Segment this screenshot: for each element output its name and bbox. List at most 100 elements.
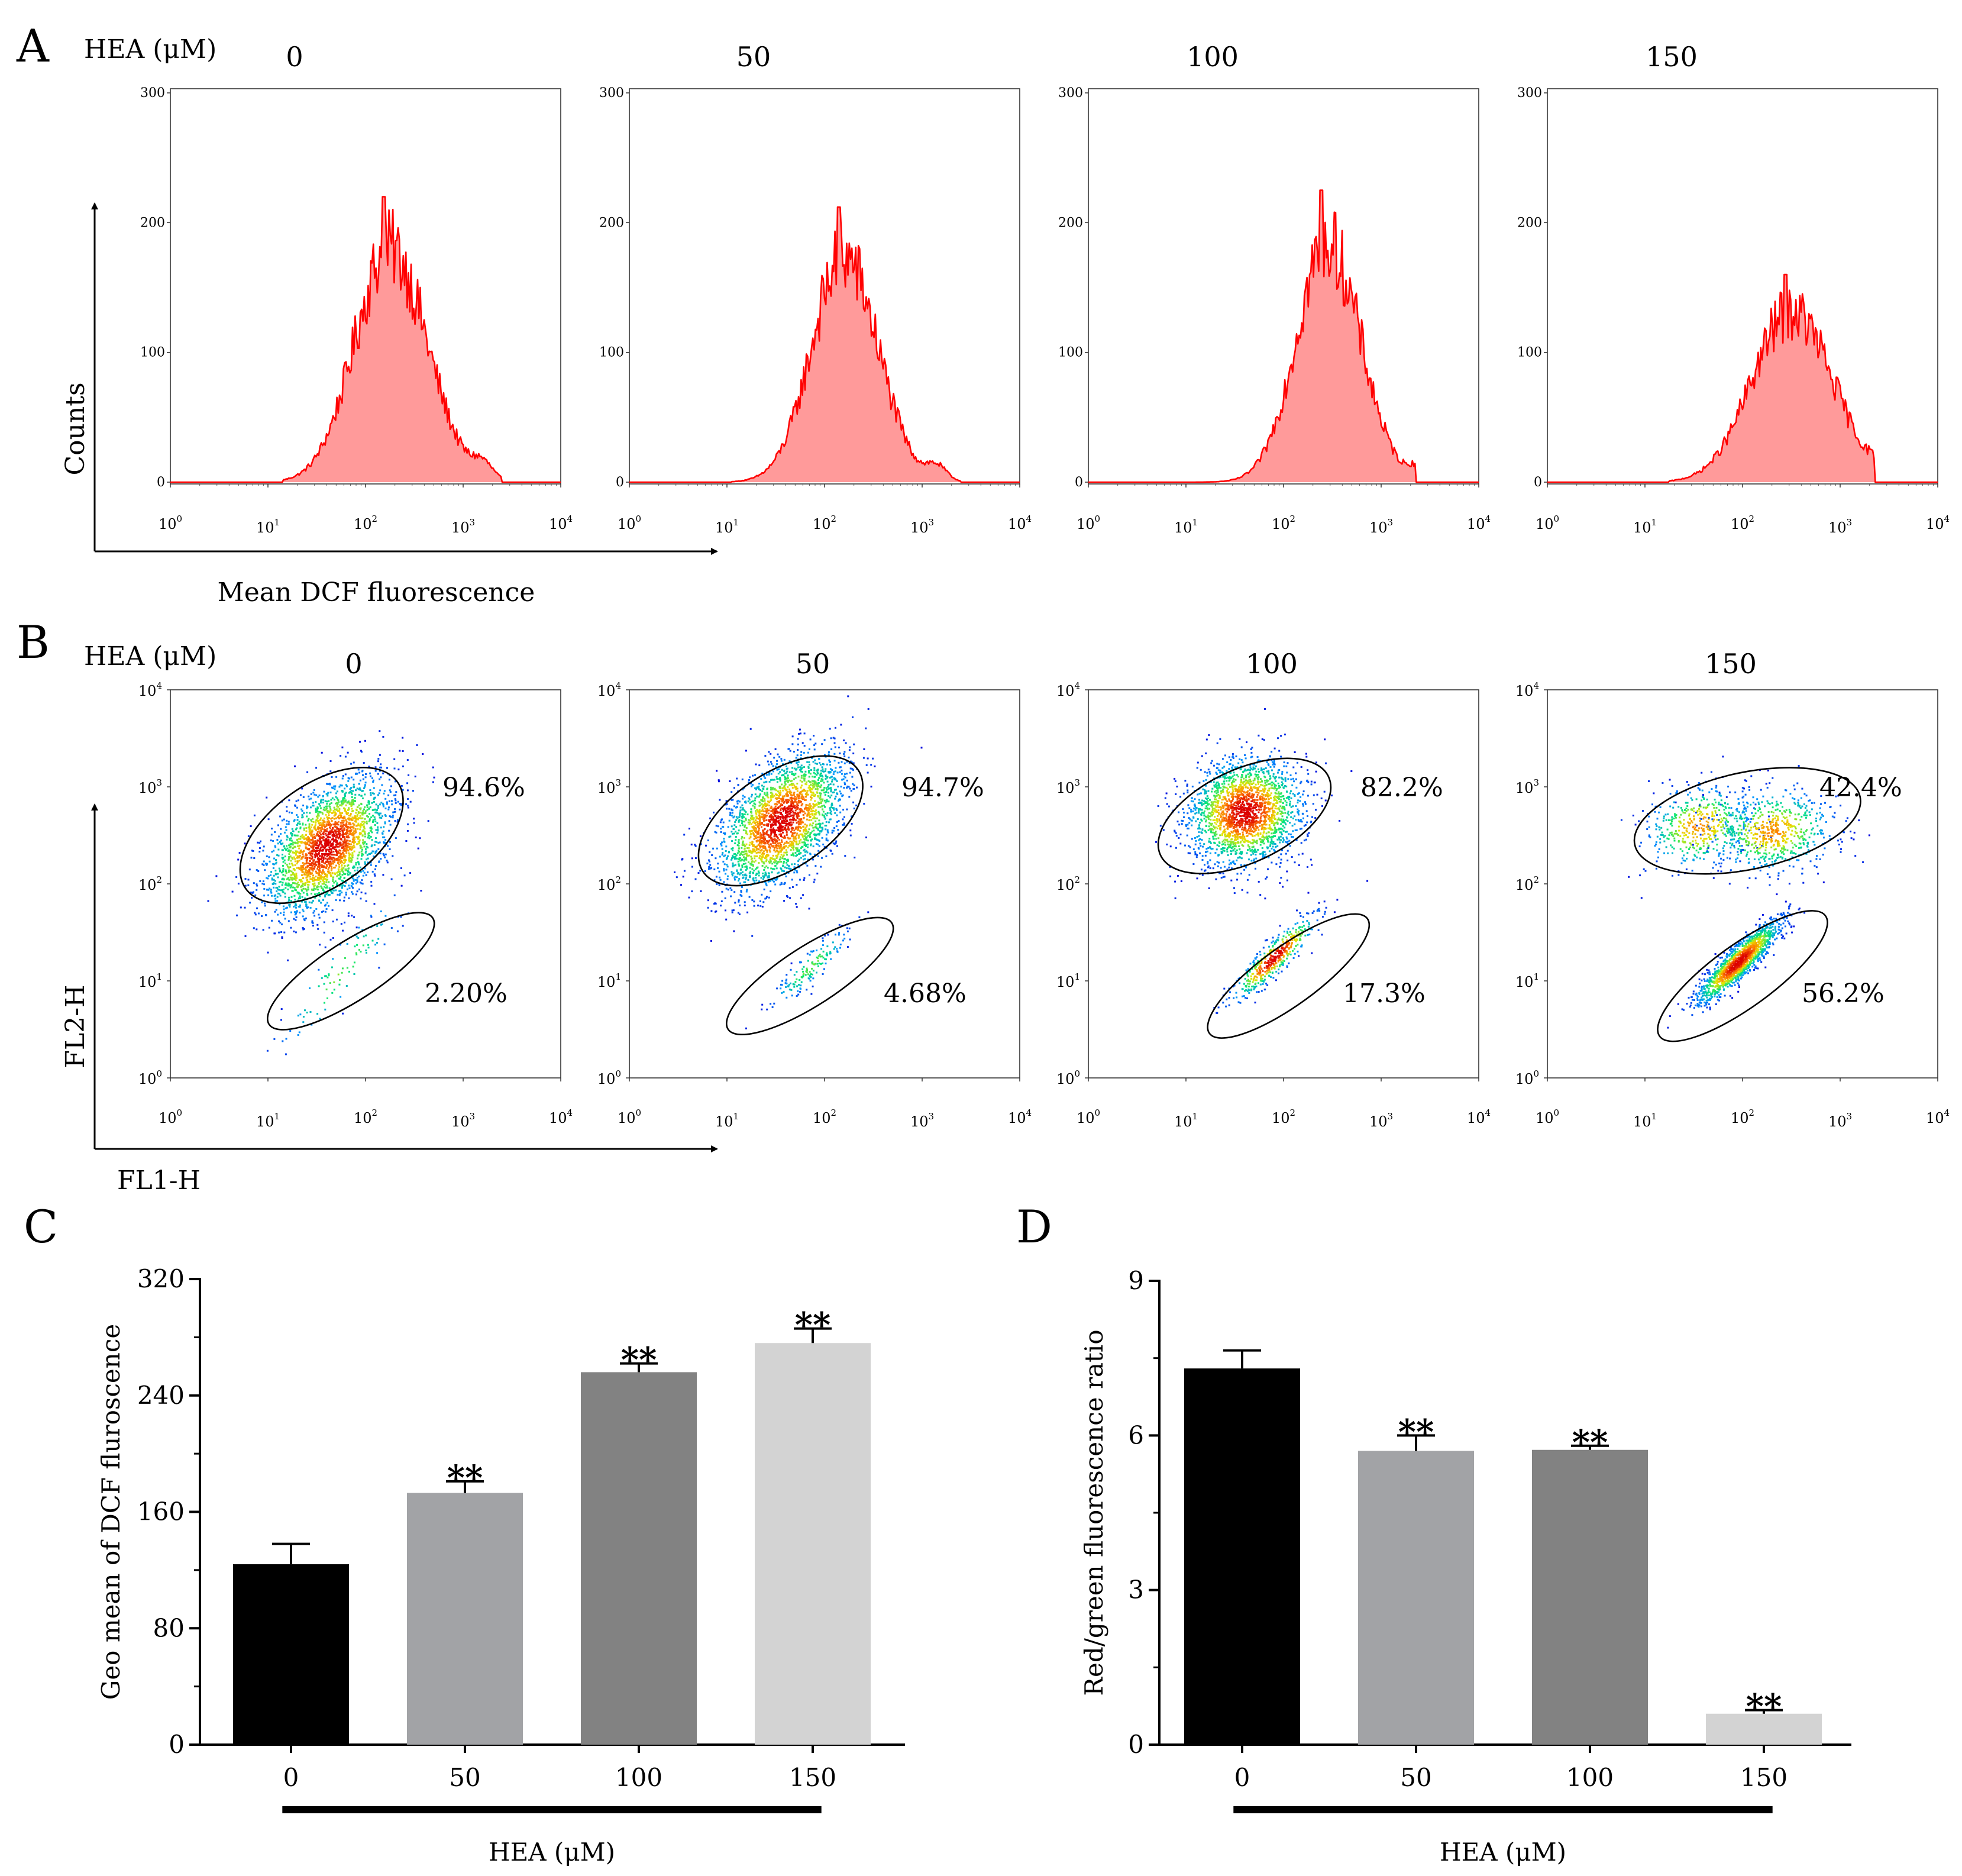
svg-text:104: 104 — [138, 680, 162, 699]
svg-text:101: 101 — [715, 1111, 739, 1130]
panel-d-label: D — [1016, 1200, 1052, 1253]
x-tick-label: 104 — [1926, 514, 1950, 532]
panel-d-bar-100 — [1532, 1449, 1648, 1745]
y-tick-label: 0 — [157, 475, 165, 490]
svg-text:102: 102 — [354, 1107, 377, 1126]
x-tick-label: 104 — [549, 514, 573, 532]
scatter-points — [1620, 755, 1870, 1029]
y-tick-label: 103 — [1515, 777, 1539, 796]
panel-a-condition-0: 0 — [286, 41, 303, 73]
x-tick-label: 102 — [1272, 514, 1295, 532]
panel-c-x-axis-label: HEA (μM) — [489, 1838, 615, 1867]
panel-c-x-tick-label-0: 0 — [283, 1763, 299, 1792]
x-tick-label: 101 — [256, 1111, 280, 1130]
svg-text:101: 101 — [715, 517, 739, 536]
svg-text:104: 104 — [549, 514, 573, 532]
histogram-line — [1547, 273, 1938, 483]
x-tick-label: 104 — [1008, 514, 1032, 532]
svg-text:104: 104 — [1926, 514, 1950, 532]
panel-a-histograms: 0 100 200 300 100 101 102 103 104 0 100 200 300 100 10… — [140, 86, 1950, 536]
x-tick-label: 101 — [715, 1111, 739, 1130]
scatter-points — [1155, 708, 1369, 1014]
y-tick-label: 100 — [1056, 1068, 1080, 1087]
x-tick-label: 102 — [813, 514, 836, 532]
panel-d-bar-150 — [1706, 1713, 1822, 1745]
histogram-line — [170, 196, 561, 483]
histogram-line — [1088, 189, 1479, 483]
panel-b-condition-0: 0 — [345, 648, 362, 680]
svg-text:103: 103 — [1828, 517, 1852, 536]
y-tick-label: 101 — [597, 971, 621, 990]
y-tick-label: 0 — [1075, 475, 1083, 490]
y-tick-label: 104 — [1056, 680, 1080, 699]
svg-text:100: 100 — [159, 1107, 182, 1126]
svg-text:101: 101 — [597, 971, 621, 990]
svg-text:103: 103 — [910, 517, 934, 536]
x-tick-label: 103 — [910, 517, 934, 536]
panel-c-significance-50: ** — [447, 1458, 483, 1498]
y-tick-label: 102 — [1056, 874, 1080, 893]
lower-gate-percentage: 2.20% — [425, 979, 508, 1009]
panel-d-x-tick-label-100: 100 — [1566, 1763, 1614, 1792]
upper-gate — [1633, 767, 1861, 875]
density-frame — [170, 689, 561, 1079]
panel-c-label: C — [24, 1200, 58, 1253]
lower-gate-percentage: 56.2% — [1802, 979, 1885, 1009]
svg-text:100: 100 — [1077, 514, 1100, 532]
density-plot-150: 100 100 101 101 102 102 103 103 104 104 42.4% 56.2% — [1515, 680, 1950, 1130]
y-tick-label: 102 — [597, 874, 621, 893]
svg-text:103: 103 — [451, 517, 475, 536]
y-tick-label: 100 — [1515, 1068, 1539, 1087]
y-tick-label: 100 — [1058, 346, 1083, 360]
panel-a-label: A — [16, 20, 50, 72]
y-tick-label: 101 — [1056, 971, 1080, 990]
x-tick-label: 103 — [1369, 1111, 1393, 1130]
panel-d-x-tick-label-0: 0 — [1234, 1763, 1250, 1792]
x-tick-label: 100 — [1077, 514, 1100, 532]
panel-d-x-axis-label: HEA (μM) — [1440, 1838, 1566, 1867]
svg-text:102: 102 — [1272, 514, 1295, 532]
y-tick-label: 100 — [597, 1068, 621, 1087]
svg-text:101: 101 — [1633, 517, 1657, 536]
y-tick-label: 0 — [1534, 475, 1542, 490]
x-tick-label: 102 — [1272, 1107, 1295, 1126]
lower-gate — [1207, 913, 1371, 1039]
y-tick-label: 100 — [1517, 346, 1542, 360]
upper-gate-percentage: 82.2% — [1360, 773, 1443, 803]
histogram-100: 0 100 200 300 100 101 102 103 104 — [1058, 86, 1491, 536]
panel-d-significance-150: ** — [1746, 1687, 1782, 1727]
y-tick-label: 100 — [599, 346, 624, 360]
panel-a-hea-label: HEA (μM) — [84, 34, 216, 64]
density-plot-0: 100 100 101 101 102 102 103 103 104 104 94.6% 2.20% — [138, 680, 573, 1130]
svg-text:103: 103 — [597, 777, 621, 796]
panel-b-condition-150: 150 — [1705, 648, 1757, 680]
y-tick-label: 200 — [599, 215, 624, 230]
panel-c-significance-100: ** — [621, 1340, 657, 1380]
panel-c-y-tick-label: 160 — [137, 1497, 185, 1526]
histogram-line — [629, 206, 1020, 483]
y-tick-label: 100 — [140, 346, 165, 360]
upper-gate — [1157, 757, 1332, 874]
y-tick-label: 103 — [1056, 777, 1080, 796]
histogram-50: 0 100 200 300 100 101 102 103 104 — [599, 86, 1032, 536]
y-tick-label: 103 — [138, 777, 162, 796]
x-tick-label: 101 — [1633, 517, 1657, 536]
scatter-points — [207, 730, 435, 1055]
panel-c-y-tick-label: 320 — [137, 1264, 185, 1293]
lower-gate — [1657, 910, 1828, 1042]
x-tick-label: 103 — [1828, 1111, 1852, 1130]
svg-text:103: 103 — [910, 1111, 934, 1130]
panel-a-condition-50: 50 — [736, 41, 771, 73]
svg-text:100: 100 — [618, 514, 641, 532]
y-tick-label: 103 — [597, 777, 621, 796]
y-tick-label: 200 — [1517, 215, 1542, 230]
panel-c-x-tick-label-150: 150 — [789, 1763, 836, 1792]
panel-c-bar-150 — [755, 1343, 871, 1745]
panel-d-y-tick-label: 3 — [1128, 1575, 1144, 1604]
panel-c-y-axis-label: Geo mean of DCF fluroscence — [96, 1324, 125, 1700]
lower-gate — [266, 912, 435, 1031]
panel-d-bar-50 — [1358, 1451, 1474, 1745]
panel-d-y-axis-label: Red/green fluorescence ratio — [1079, 1329, 1108, 1696]
density-frame — [1547, 689, 1938, 1079]
